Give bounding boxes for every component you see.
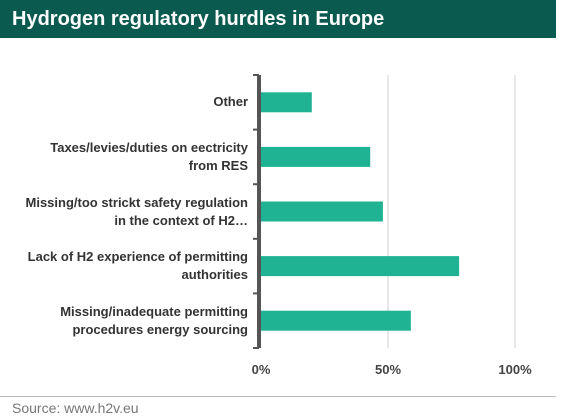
bar bbox=[261, 92, 312, 113]
bar bbox=[261, 310, 411, 331]
bar bbox=[261, 201, 383, 222]
y-tick-label: Missing/inadequate permitting procedures… bbox=[60, 303, 248, 337]
x-tick-label: 0% bbox=[251, 362, 271, 377]
y-tick-label: Other bbox=[213, 94, 248, 110]
bar bbox=[261, 256, 460, 277]
y-tick-label: Lack of H2 experience of permitting auth… bbox=[27, 249, 248, 283]
source: Source: www.h2v.eu bbox=[12, 400, 139, 416]
x-tick-label: 100% bbox=[498, 362, 532, 377]
divider bbox=[0, 396, 556, 397]
chart-title: Hydrogen regulatory hurdles in Europe bbox=[12, 8, 385, 30]
bar bbox=[261, 146, 371, 167]
title-bar: Hydrogen regulatory hurdles in Europe bbox=[0, 0, 556, 38]
x-tick-label: 50% bbox=[374, 362, 402, 377]
y-tick-label: Missing/too strickt safety regulation in… bbox=[25, 194, 249, 228]
y-tick-label: Taxes/levies/duties on eectricity from R… bbox=[50, 139, 248, 173]
